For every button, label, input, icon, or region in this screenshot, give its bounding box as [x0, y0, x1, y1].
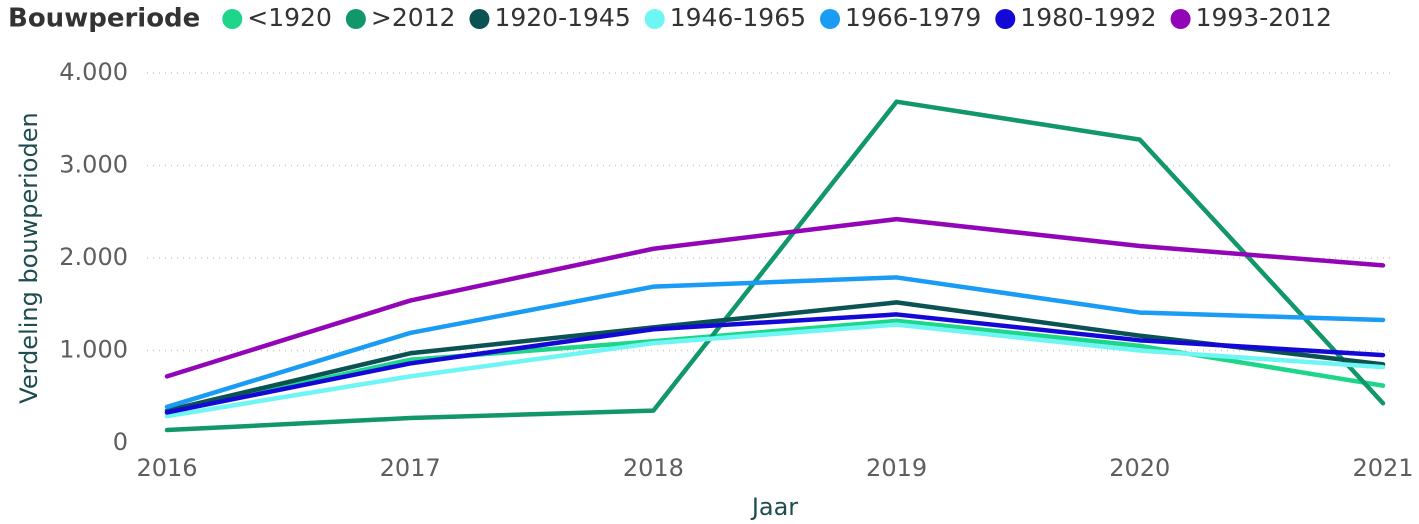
legend-title: Bouwperiode [8, 4, 200, 34]
x-tick-label: 2017 [380, 454, 441, 482]
x-tick-label: 2020 [1109, 454, 1170, 482]
legend-label: 1993-2012 [1196, 3, 1332, 32]
series-line [164, 300, 1386, 413]
series-line [164, 99, 1386, 433]
legend-label: 1966-1979 [845, 3, 981, 32]
legend-marker [995, 9, 1016, 29]
legend-label: <1920 [247, 3, 332, 32]
legend-marker [469, 9, 490, 29]
series-line [164, 275, 1386, 410]
y-tick-label: 2.000 [59, 243, 128, 271]
legend-marker [820, 9, 841, 29]
x-axis-label: Jaar [750, 493, 798, 521]
x-tick-label: 2016 [136, 454, 197, 482]
y-tick-label: 1.000 [59, 336, 128, 364]
legend-label: 1946-1965 [670, 3, 806, 32]
x-tick-label: 2021 [1352, 454, 1413, 482]
x-tick-label: 2018 [623, 454, 684, 482]
series-line [164, 216, 1386, 379]
series-line [164, 322, 1386, 419]
y-tick-label: 0 [113, 428, 128, 456]
legend-marker [1170, 9, 1191, 29]
y-tick-label: 4.000 [59, 58, 128, 86]
legend-label: >2012 [371, 3, 456, 32]
y-tick-label: 3.000 [59, 151, 128, 179]
y-axis-label: Verdeling bouwperioden [15, 112, 43, 403]
x-tick-label: 2019 [866, 454, 927, 482]
legend-marker [644, 9, 665, 29]
legend-label: 1920-1945 [494, 3, 630, 32]
legend-marker [345, 9, 366, 29]
legend-label: 1980-1992 [1020, 3, 1156, 32]
series-line [164, 312, 1386, 415]
legend-marker [222, 9, 243, 29]
